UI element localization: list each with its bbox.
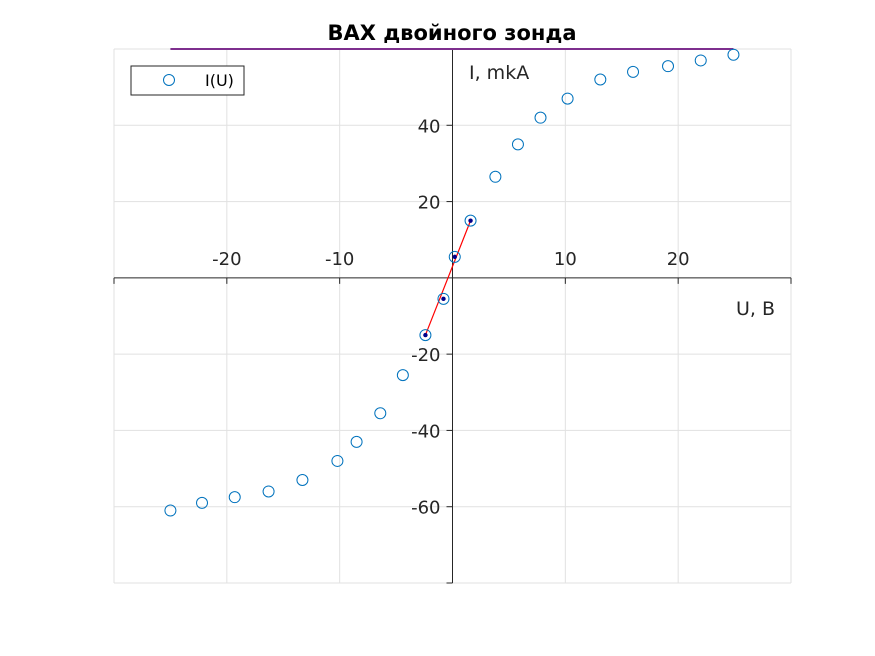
tick-labels: -20 -10 10 20 -60 -40 -20 20 40 — [212, 116, 689, 518]
data-point — [489, 170, 502, 183]
x-tick-label: 10 — [554, 249, 577, 270]
axes — [113, 48, 792, 584]
highlight-point — [441, 296, 446, 302]
data-point — [464, 214, 477, 227]
x-axis-label: U, B — [736, 298, 775, 320]
highlight-point — [468, 218, 473, 223]
data-point — [350, 435, 363, 448]
data-point — [374, 407, 387, 420]
x-tick-label: -10 — [325, 249, 354, 270]
y-axis-label: I, mkA — [469, 62, 529, 84]
data-point — [448, 250, 461, 263]
data-point — [396, 369, 409, 382]
data-point — [196, 496, 209, 509]
data-point — [534, 111, 547, 124]
highlight-point — [452, 254, 457, 260]
data-point — [331, 454, 344, 467]
x-tick-label: 20 — [667, 249, 690, 270]
legend-entry-label: I(U) — [205, 71, 234, 90]
data-point — [296, 474, 309, 487]
data-point — [437, 292, 450, 305]
data-point — [228, 491, 241, 504]
data-markers — [164, 48, 740, 517]
y-tick-label: -40 — [411, 421, 440, 442]
data-point — [419, 329, 432, 342]
legend-box — [130, 65, 245, 96]
data-point — [594, 73, 607, 86]
fit-line — [424, 220, 472, 336]
y-tick-label: -60 — [411, 498, 440, 519]
legend-marker-icon — [163, 74, 175, 86]
data-point — [262, 485, 275, 498]
data-point — [561, 92, 574, 105]
chart-title: ВАХ двойного зонда — [327, 21, 576, 45]
data-point — [727, 48, 740, 61]
y-tick-label: 40 — [418, 116, 441, 137]
data-point — [511, 138, 524, 151]
data-point — [694, 54, 707, 67]
data-point — [627, 65, 640, 78]
y-tick-label: -20 — [411, 345, 440, 366]
x-tick-label: -20 — [212, 249, 241, 270]
data-point — [662, 60, 675, 73]
y-tick-label: 20 — [418, 193, 441, 214]
highlight-point — [423, 332, 428, 338]
data-point — [164, 504, 177, 517]
fit-lines — [170, 48, 734, 336]
legend: I(U) — [130, 65, 245, 96]
